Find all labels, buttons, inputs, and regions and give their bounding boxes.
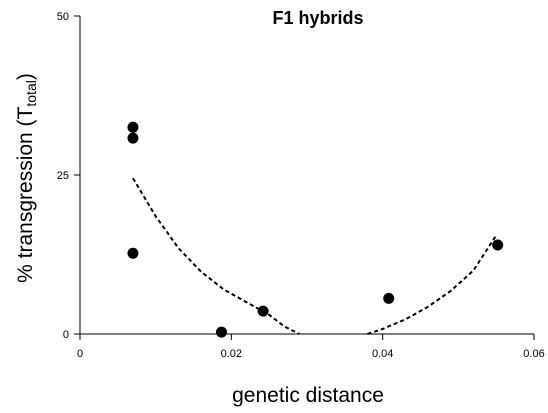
data-point [127, 121, 139, 133]
data-points [127, 121, 504, 338]
x-tick-label: 0 [77, 348, 83, 360]
chart-title: F1 hybrids [272, 8, 363, 28]
axes [79, 16, 534, 335]
fit-curve-segment [367, 234, 498, 335]
data-point [127, 247, 139, 259]
data-point [257, 305, 269, 317]
y-axis-label-close: ) [14, 73, 37, 80]
fit-curve [132, 177, 498, 335]
y-axis-label-main: % transgression (T [14, 106, 37, 282]
x-tick-label: 0.02 [221, 348, 242, 360]
fit-curve-segment [132, 177, 300, 335]
data-point [383, 292, 395, 304]
y-tick-label: 0 [63, 329, 69, 341]
x-tick-label: 0.04 [372, 348, 393, 360]
x-ticks: 0 0.02 0.04 0.06 [77, 334, 545, 360]
data-point [492, 239, 504, 251]
x-tick-label: 0.06 [523, 348, 544, 360]
y-tick-label: 25 [57, 170, 69, 182]
x-axis-label: genetic distance [232, 384, 384, 407]
y-ticks: 0 25 50 [57, 11, 80, 341]
y-axis-label: % transgression (Ttotal) [14, 73, 39, 283]
data-point [127, 132, 139, 144]
y-axis-label-subscript: total [23, 80, 39, 106]
y-tick-label: 50 [57, 11, 69, 23]
data-point [215, 326, 227, 338]
